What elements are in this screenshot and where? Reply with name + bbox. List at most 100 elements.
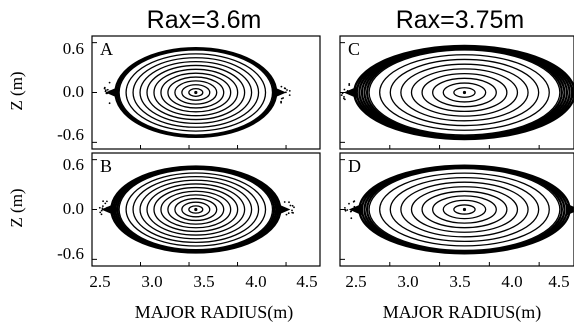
- xtick-right-3: 4.0: [501, 272, 522, 291]
- ytick-top-0: 0.6: [63, 39, 84, 58]
- flux-surface: [153, 186, 239, 233]
- escaping-point: [291, 204, 294, 207]
- flux-surface: [410, 186, 519, 233]
- xtick-right-2: 3.5: [449, 272, 470, 291]
- outer-x-point: [272, 86, 287, 99]
- escaping-point: [102, 200, 104, 203]
- flux-surface: [379, 54, 550, 131]
- escaping-point: [343, 97, 345, 100]
- flux-surface: [146, 64, 246, 121]
- flux-surface: [174, 197, 218, 222]
- escaping-point: [343, 88, 346, 91]
- flux-surface: [410, 68, 519, 117]
- flux-surface: [442, 199, 487, 220]
- xtick-left-0: 2.5: [89, 272, 110, 291]
- panel-label: C: [348, 39, 360, 59]
- escaping-point: [352, 200, 355, 203]
- flux-surface: [181, 201, 211, 218]
- escaping-point: [283, 201, 286, 203]
- escaping-point: [289, 204, 292, 207]
- xtick-left-2: 3.5: [193, 272, 214, 291]
- xtick-right-1: 3.0: [397, 272, 418, 291]
- ytick-top-2: -0.6: [57, 125, 84, 144]
- escaping-point: [348, 84, 351, 86]
- ytick-bottom-2: -0.6: [57, 244, 84, 263]
- escaping-point: [283, 87, 286, 90]
- escaping-point: [105, 208, 107, 211]
- flux-surface: [132, 175, 260, 244]
- escaping-point: [100, 213, 103, 216]
- flux-surface: [125, 53, 267, 132]
- flux-surface: [125, 172, 267, 247]
- y-axis-label-bottom: Z (m): [7, 188, 26, 227]
- column-title-right: Rax=3.75m: [396, 6, 525, 34]
- panel-label: D: [348, 156, 361, 176]
- flux-surface: [139, 60, 253, 125]
- flux-surface: [174, 80, 218, 105]
- flux-surface: [432, 77, 497, 108]
- ytick-bottom-1: 0.0: [63, 199, 84, 218]
- magnetic-axis: [194, 90, 198, 95]
- flux-surface: [421, 190, 508, 229]
- flux-surface: [146, 183, 246, 236]
- panel-a: A: [91, 35, 321, 150]
- escaping-point: [100, 209, 103, 212]
- escaping-point: [108, 102, 111, 105]
- flux-surface: [368, 49, 561, 136]
- escaping-point: [280, 101, 282, 104]
- magnetic-axis: [462, 90, 467, 95]
- escaping-point: [280, 85, 283, 88]
- escaping-point: [286, 89, 288, 91]
- panel-c: C: [339, 35, 574, 150]
- flux-surface: [188, 205, 204, 214]
- escaping-point: [348, 202, 350, 205]
- magnetic-axis: [462, 207, 467, 212]
- escaping-point: [99, 211, 102, 214]
- inner-x-point: [343, 86, 358, 99]
- flux-surface: [167, 194, 225, 225]
- flux-surface: [368, 167, 561, 252]
- x-axis-label-right: MAJOR RADIUS(m): [383, 302, 542, 323]
- escaping-point: [109, 90, 111, 93]
- flux-surface: [453, 204, 476, 215]
- escaping-point: [106, 206, 108, 209]
- escaping-point: [108, 81, 111, 84]
- xtick-right-0: 2.5: [345, 272, 366, 291]
- flux-surface: [160, 190, 232, 229]
- escaping-point: [293, 206, 295, 209]
- flux-surface: [442, 82, 487, 103]
- flux-surface: [379, 172, 550, 247]
- escaping-point: [104, 202, 107, 205]
- flux-surface: [400, 63, 529, 122]
- escaping-point: [349, 210, 352, 213]
- x-axis-label-left: MAJOR RADIUS(m): [135, 302, 294, 323]
- escaping-point: [346, 90, 349, 92]
- flux-surface: [139, 179, 253, 240]
- escaping-point: [287, 212, 290, 215]
- escaping-point: [288, 201, 290, 204]
- escaping-point: [280, 97, 283, 100]
- flux-surface: [453, 87, 476, 98]
- xtick-left-1: 3.0: [141, 272, 162, 291]
- inner-x-point: [348, 203, 363, 216]
- inner-x-point: [101, 203, 116, 216]
- flux-surface: [432, 195, 497, 224]
- escaping-point: [344, 208, 347, 211]
- escaping-point: [106, 88, 109, 91]
- escaping-point: [288, 94, 291, 96]
- flux-surface: [400, 181, 529, 238]
- flux-surface: [167, 76, 225, 109]
- escaping-point: [344, 207, 346, 209]
- escaping-point: [291, 209, 293, 212]
- flux-surface: [188, 87, 204, 98]
- inner-x-point: [105, 86, 120, 99]
- escaping-point: [353, 205, 356, 208]
- flux-surface: [118, 168, 274, 251]
- escaping-point: [284, 208, 286, 211]
- panel-d: D: [339, 152, 574, 267]
- xtick-right-4: 4.5: [548, 272, 569, 291]
- flux-surface: [132, 57, 260, 128]
- flux-surface: [153, 68, 239, 117]
- escaping-point: [285, 213, 288, 216]
